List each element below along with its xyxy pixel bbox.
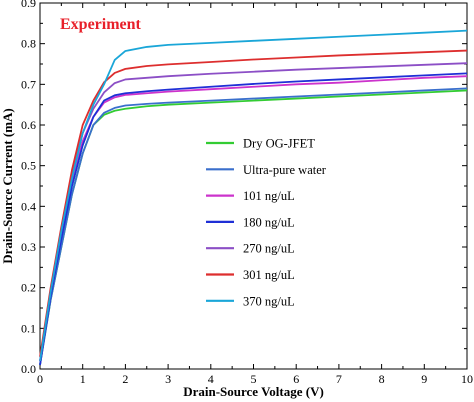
y-tick-label: 0.0 — [21, 362, 36, 376]
plot-frame — [39, 2, 468, 370]
chart-marks: 0 1 2 3 4 5 6 7 8 9 10 0.0 0.1 0.2 0.3 0.4 0.5 0.6 0.7 0.8 0… — [21, 0, 473, 386]
legend-label: Ultra-pure water — [243, 163, 327, 177]
x-tick-label: 4 — [208, 372, 214, 386]
series-line — [39, 72, 468, 366]
x-axis-label: Drain-Source Voltage (V) — [183, 384, 324, 399]
legend-label: 370 ng/uL — [243, 294, 295, 308]
x-tick-label: 8 — [379, 372, 385, 386]
x-tick-label: 3 — [165, 372, 171, 386]
x-tick-label: 9 — [421, 372, 427, 386]
series-line — [39, 87, 468, 366]
x-tick-label: 7 — [336, 372, 342, 386]
series-line — [39, 49, 468, 357]
legend-label: 270 ng/uL — [243, 242, 295, 256]
y-tick-label: 0.9 — [21, 0, 36, 10]
legend-label: 180 ng/uL — [243, 215, 295, 229]
x-tick-label: 2 — [122, 372, 128, 386]
x-tick-label: 6 — [293, 372, 299, 386]
y-tick-label: 0.3 — [21, 240, 36, 254]
legend-label: Dry OG-JFET — [243, 137, 315, 151]
y-tick-label: 0.2 — [21, 281, 36, 295]
y-tick-label: 0.4 — [21, 199, 36, 213]
y-tick-label: 0.8 — [21, 37, 36, 51]
y-tick-label: 0.7 — [21, 77, 36, 91]
y-tick-label: 0.6 — [21, 118, 36, 132]
x-tick-label: 5 — [251, 372, 257, 386]
x-tick-label: 1 — [80, 372, 86, 386]
experiment-annotation: Experiment — [60, 16, 142, 33]
x-tick-label: 10 — [461, 372, 473, 386]
series-line — [39, 29, 468, 362]
series-line — [39, 62, 468, 362]
x-tick-label: 0 — [37, 372, 43, 386]
legend-label: 301 ng/uL — [243, 268, 295, 282]
legend-label: 101 ng/uL — [243, 189, 295, 203]
y-axis-label: Drain-Source Current (mA) — [0, 108, 15, 264]
y-tick-label: 0.1 — [21, 321, 36, 335]
y-tick-label: 0.5 — [21, 159, 36, 173]
